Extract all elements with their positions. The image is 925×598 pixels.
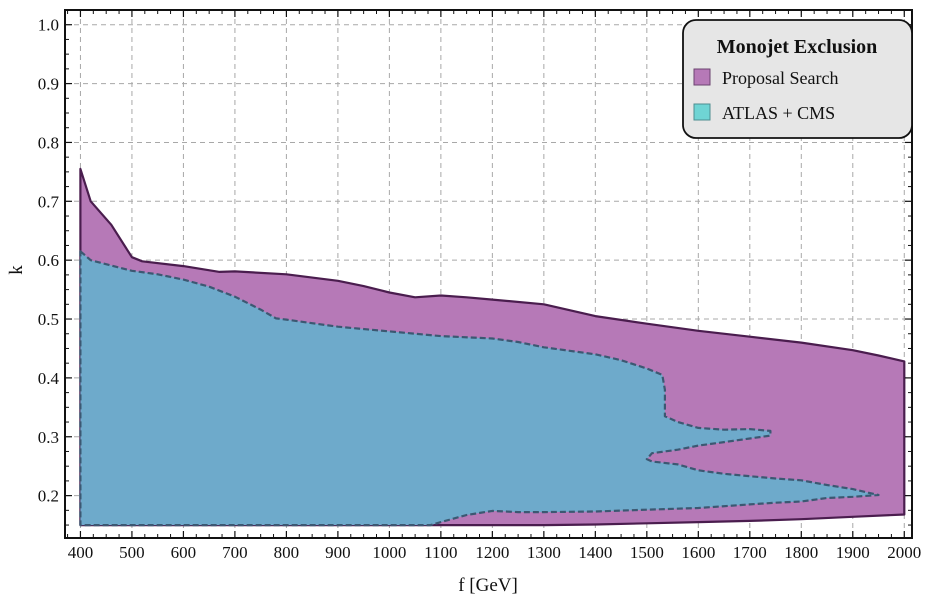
- y-tick-label: 0.5: [38, 310, 59, 329]
- x-tick-label: 1000: [372, 543, 406, 562]
- y-tick-label: 0.3: [38, 428, 59, 447]
- y-tick-label: 0.2: [38, 487, 59, 506]
- legend-swatch-atlas-cms: [693, 103, 711, 121]
- x-tick-label: 800: [274, 543, 300, 562]
- legend-swatch-proposal: [693, 68, 711, 86]
- x-tick-label: 1300: [527, 543, 561, 562]
- tick-layer: 400 500 600 700 800 900 1000 1100 1200 1300 1400 15…: [38, 10, 921, 562]
- x-tick-label: 900: [325, 543, 351, 562]
- x-tick-label: 1700: [733, 543, 767, 562]
- legend: Monojet Exclusion Proposal Search ATLAS …: [682, 19, 913, 139]
- y-tick-label: 0.8: [38, 133, 59, 152]
- y-tick-label: 0.7: [38, 192, 60, 211]
- x-tick-label: 500: [119, 543, 145, 562]
- legend-title: Monojet Exclusion: [717, 36, 878, 58]
- y-axis-title: k: [6, 265, 27, 275]
- y-tick-label: 0.9: [38, 75, 59, 94]
- x-tick-label: 1600: [681, 543, 715, 562]
- x-tick-label: 400: [68, 543, 94, 562]
- legend-label-atlas-cms: ATLAS + CMS: [722, 103, 835, 123]
- y-tick-label: 0.4: [38, 369, 60, 388]
- x-tick-label: 600: [171, 543, 197, 562]
- x-tick-label: 1400: [578, 543, 612, 562]
- atlas-cms-region: [79, 250, 880, 527]
- x-tick-label: 1800: [784, 543, 818, 562]
- area-layer: [79, 167, 906, 527]
- y-tick-label: 1.0: [38, 16, 59, 35]
- x-tick-label: 700: [222, 543, 248, 562]
- x-tick-label: 1900: [836, 543, 870, 562]
- x-axis-title: f [GeV]: [458, 575, 518, 596]
- x-tick-label: 1500: [630, 543, 664, 562]
- y-tick-label: 0.6: [38, 251, 59, 270]
- legend-box: [682, 19, 913, 139]
- legend-label-proposal: Proposal Search: [722, 68, 838, 88]
- x-tick-label: 1100: [424, 543, 457, 562]
- plot-frame: [64, 9, 913, 539]
- x-tick-label: 2000: [887, 543, 921, 562]
- x-tick-label: 1200: [475, 543, 509, 562]
